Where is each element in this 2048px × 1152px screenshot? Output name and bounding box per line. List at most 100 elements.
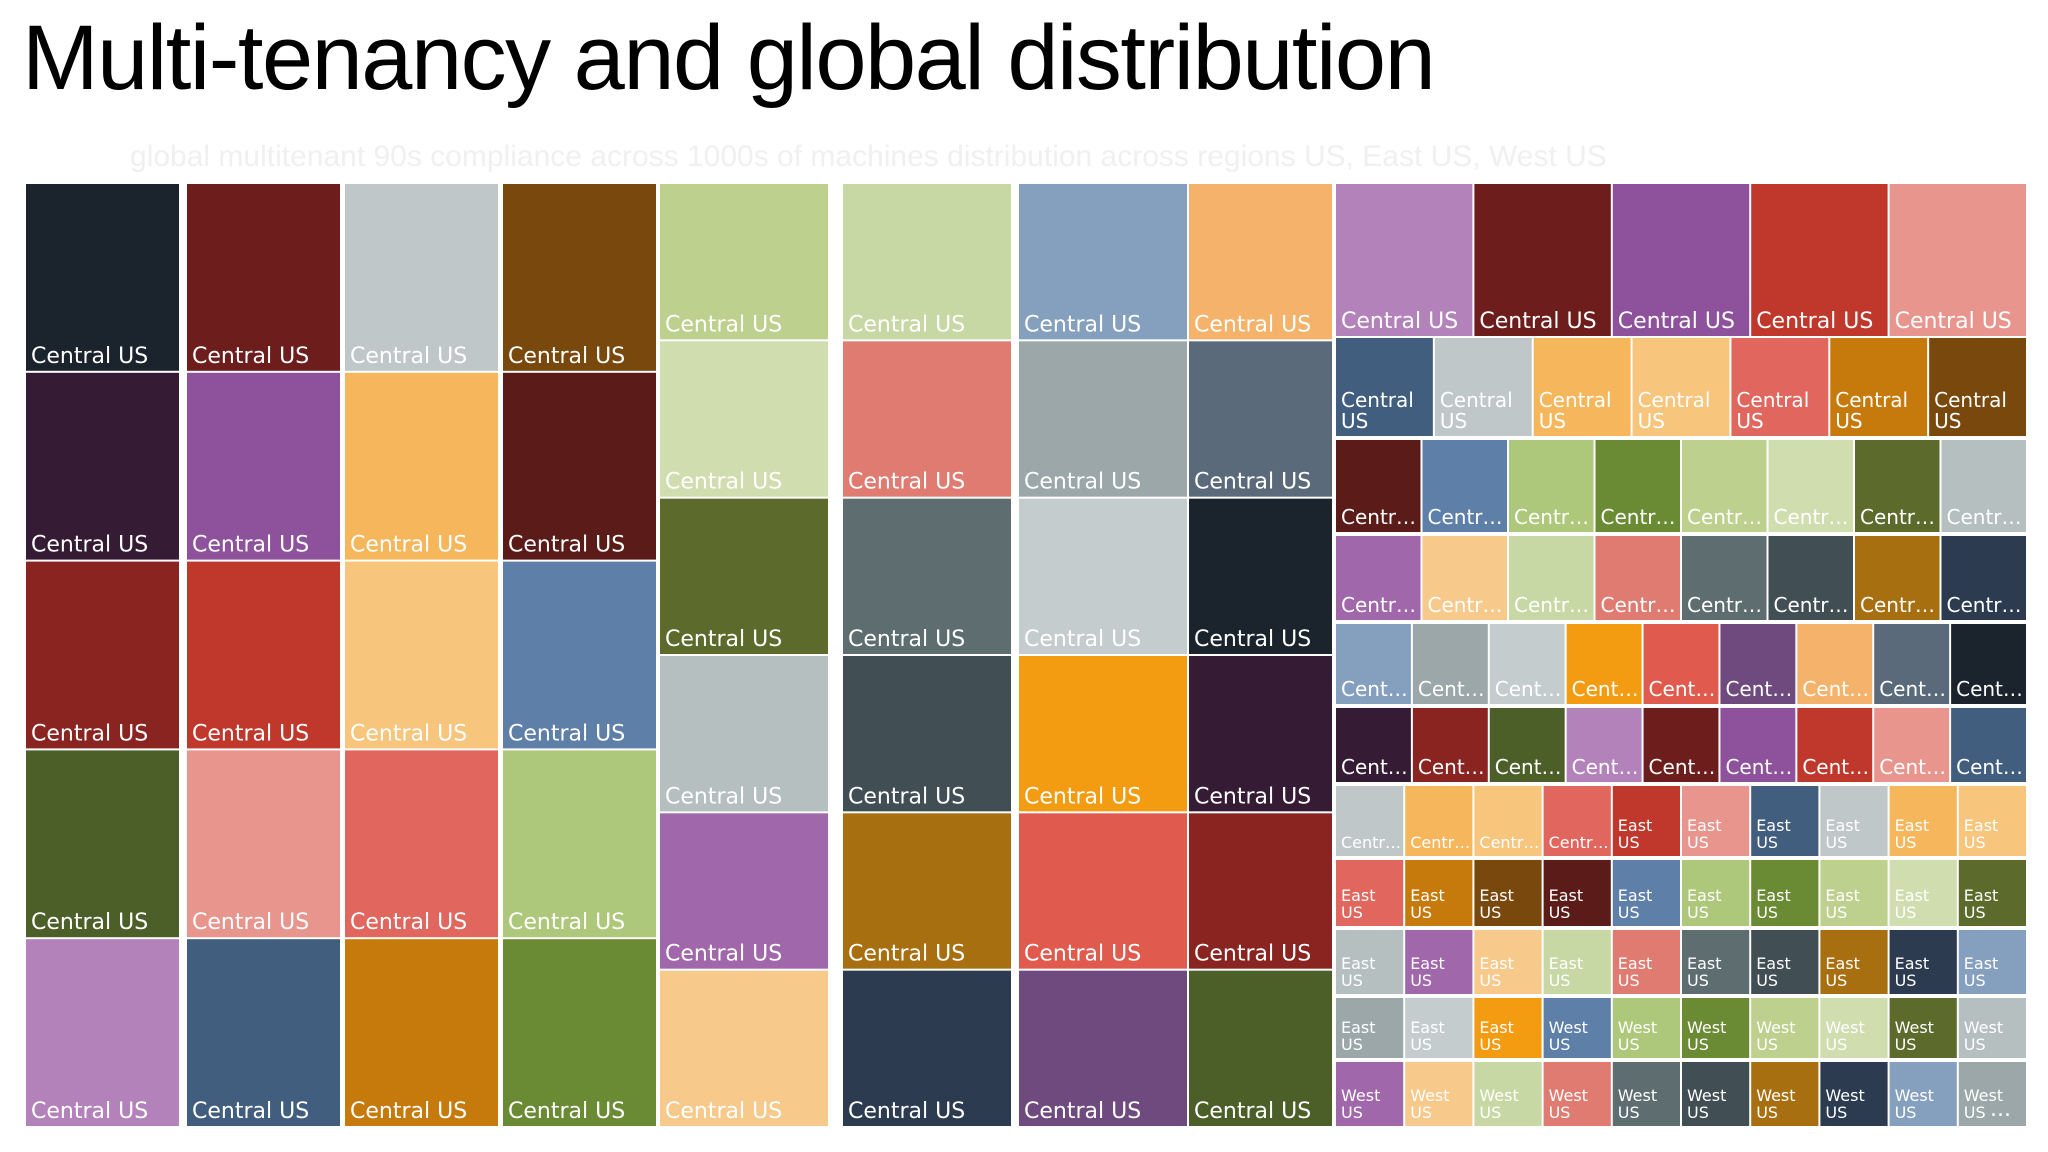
treemap-tile-label: Central US [1194, 784, 1311, 809]
treemap-tile-rect [503, 939, 656, 1126]
treemap-tile-label: Centr… [1774, 505, 1849, 529]
treemap-tile: Central US [1189, 184, 1332, 340]
treemap-tile: Central US [26, 372, 179, 560]
treemap-tile-label: Centr… [1687, 505, 1762, 529]
treemap-tile-rect [1566, 624, 1642, 704]
treemap-tile-rect [1489, 708, 1565, 782]
treemap-tile-label: East US [1825, 954, 1860, 990]
treemap-tile: East US [1543, 860, 1611, 926]
treemap-tile-rect [1682, 786, 1750, 856]
treemap-tile: East US [1543, 930, 1611, 994]
treemap-tile: Centr… [1336, 786, 1404, 856]
treemap-tile-label: Central US [665, 942, 782, 967]
treemap-tile-label: Central US [1194, 1099, 1311, 1124]
treemap-tile: East US [1336, 998, 1404, 1058]
treemap-tile-label: East US [1687, 816, 1722, 852]
treemap-tile-label: Centr… [1428, 593, 1503, 617]
treemap-tile: East US [1612, 860, 1680, 926]
treemap-tile-label: Central US [848, 312, 965, 337]
treemap-tile-rect [187, 561, 340, 749]
treemap-tile-rect [660, 184, 828, 340]
treemap-tile: Centr… [1595, 536, 1680, 620]
treemap-tile: Central US [660, 498, 828, 654]
treemap-tile-rect [1820, 998, 1888, 1058]
treemap-tile-label: Central US [848, 1099, 965, 1124]
treemap-tile-rect [1489, 624, 1565, 704]
treemap-tile: Central US [1731, 338, 1829, 436]
treemap-tile: Central US [843, 184, 1011, 340]
treemap-tile-rect [1958, 930, 2026, 994]
treemap-tile: West US [1958, 998, 2026, 1058]
treemap-tile-label: West US [1895, 1018, 1934, 1054]
treemap-tile: Central US [843, 341, 1011, 497]
treemap-tile: Centr… [1941, 440, 2026, 532]
treemap-tile: Centr… [1855, 440, 1940, 532]
treemap-tile-label: Central US [1638, 388, 1711, 433]
treemap-tile: Centr… [1509, 536, 1594, 620]
treemap-overflow-label: ... [1990, 1097, 2011, 1122]
treemap-tile-rect [1820, 1062, 1888, 1126]
treemap-tile: Central US [26, 750, 179, 938]
treemap-tile-rect [1958, 1062, 2026, 1126]
treemap-tile: East US [1405, 930, 1473, 994]
treemap-tile-label: East US [1479, 954, 1514, 990]
treemap-tile-rect [1768, 536, 1853, 620]
treemap-tile-label: Central US [1539, 388, 1612, 433]
treemap-tile: Central US [1336, 338, 1433, 436]
treemap-tile: Centr… [1543, 786, 1611, 856]
treemap-tile: Cent… [1720, 624, 1796, 704]
treemap-tile-label: East US [1479, 886, 1514, 922]
treemap-tile: West US [1543, 998, 1611, 1058]
treemap-tile-label: Central US [350, 721, 467, 746]
treemap-tile-label: West US [1479, 1086, 1518, 1122]
treemap-tile: Central US [1019, 970, 1187, 1126]
treemap-tile: East US [1751, 786, 1819, 856]
treemap-tile: East US [1405, 998, 1473, 1058]
treemap-tile: Centr… [1422, 440, 1507, 532]
treemap-tile-label: Central US [1194, 942, 1311, 967]
treemap-tile: Central US [1533, 338, 1631, 436]
treemap-tile-rect [1434, 338, 1532, 436]
treemap-tile: East US [1336, 930, 1404, 994]
treemap-tile-rect [1941, 536, 2026, 620]
treemap-tile-rect [1889, 930, 1957, 994]
treemap-tile-rect [1612, 184, 1750, 336]
treemap-tile: East US [1682, 930, 1750, 994]
treemap-tile-rect [1019, 970, 1187, 1126]
treemap-tile-label: Central US [192, 533, 309, 558]
treemap-tile-rect [1422, 536, 1507, 620]
treemap-tile-label: Cent… [1725, 677, 1792, 701]
treemap-tile: Centr… [1941, 536, 2026, 620]
treemap-tile-label: Cent… [1418, 677, 1485, 701]
treemap-tile-rect [1019, 813, 1187, 969]
treemap-tile: East US [1612, 930, 1680, 994]
treemap-tile-rect [1405, 998, 1473, 1058]
treemap-tile-rect [660, 813, 828, 969]
treemap-tile-rect [1682, 860, 1750, 926]
treemap-tile-label: Central US [508, 533, 625, 558]
treemap-tile: East US [1889, 860, 1957, 926]
treemap-tile-rect [1682, 1062, 1750, 1126]
treemap-tile: Central US [26, 939, 179, 1126]
treemap-tile-label: East US [1895, 954, 1930, 990]
treemap-tile-rect [1612, 860, 1680, 926]
treemap-tile: Cent… [1643, 624, 1719, 704]
treemap-tile: Centr… [1682, 536, 1767, 620]
treemap-tile: Cent… [1489, 624, 1565, 704]
treemap-tile: Central US [1189, 970, 1332, 1126]
treemap-tile-label: Central US [192, 910, 309, 935]
treemap-tile: Centr… [1768, 536, 1853, 620]
page-subtitle: global multitenant 90s compliance across… [130, 140, 1607, 173]
treemap-tile-label: East US [1756, 886, 1791, 922]
treemap-tile-label: Central US [665, 627, 782, 652]
treemap-tile-label: Central US [1618, 309, 1735, 334]
treemap-tile-label: Cent… [1649, 677, 1716, 701]
treemap-tile-rect [187, 939, 340, 1126]
treemap-tile: Central US [660, 970, 828, 1126]
treemap-tile-rect [1336, 440, 1421, 532]
treemap-tile-rect [1336, 998, 1404, 1058]
treemap-tile: West US [1474, 1062, 1542, 1126]
treemap-tile-label: Centr… [1687, 593, 1762, 617]
treemap-tile-label: Central US [350, 1099, 467, 1124]
treemap-tile: West US [1820, 998, 1888, 1058]
